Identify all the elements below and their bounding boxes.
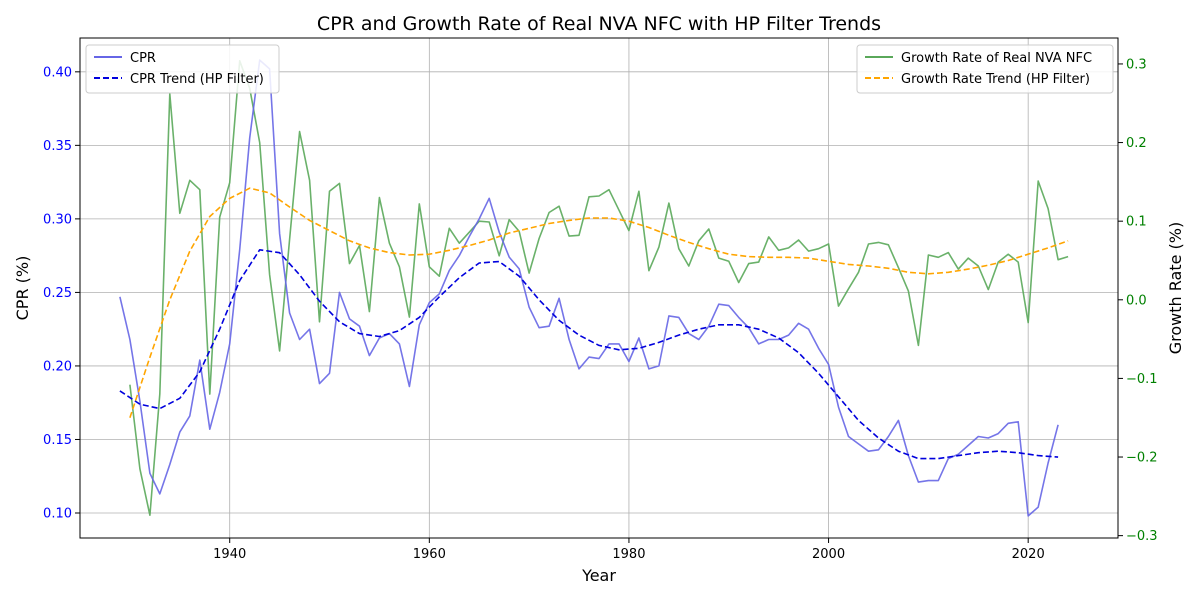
series-line-cpr-trend (119, 249, 1059, 460)
y-axis-right: −0.3 −0.2 −0.1 0.0 0.1 0.2 0.3 (1118, 57, 1158, 544)
grid (80, 38, 1118, 538)
y-right-tick-label: 0.0 (1126, 293, 1147, 308)
legend-right: Growth Rate of Real NVA NFC Growth Rate … (856, 44, 1114, 94)
legend-left-box (85, 44, 280, 94)
x-tick-label: 1960 (413, 547, 446, 562)
x-tick-label: 1980 (612, 547, 645, 562)
legend-left: CPR CPR Trend (HP Filter) (85, 44, 280, 94)
y-left-tick-label: 0.20 (43, 359, 72, 374)
legend-label-cpr: CPR (130, 51, 156, 66)
y-right-tick-label: 0.3 (1126, 57, 1147, 72)
y-left-tick-label: 0.40 (43, 65, 72, 80)
y-left-tick-label: 0.10 (43, 507, 72, 522)
y-left-tick-label: 0.30 (43, 212, 72, 227)
series-line-growth-trend (129, 187, 1069, 418)
y-left-tick-label: 0.25 (43, 286, 72, 301)
legend-label-cpr-trend: CPR Trend (HP Filter) (130, 72, 264, 87)
y-left-tick-label: 0.35 (43, 139, 72, 154)
y-axis-left: 0.10 0.15 0.20 0.25 0.30 0.35 0.40 (43, 65, 80, 522)
y-left-tick-label: 0.15 (43, 433, 72, 448)
x-tick-label: 1940 (213, 547, 246, 562)
y-right-tick-label: −0.3 (1126, 529, 1158, 544)
plot-area (119, 59, 1069, 517)
x-axis-title: Year (581, 566, 616, 585)
legend-right-box (856, 44, 1114, 94)
legend-label-growth-trend: Growth Rate Trend (HP Filter) (901, 72, 1090, 87)
y-right-tick-label: −0.2 (1126, 451, 1158, 466)
y-axis-left-title: CPR (%) (13, 256, 32, 321)
y-right-tick-label: 0.1 (1126, 215, 1147, 230)
y-right-tick-label: 0.2 (1126, 136, 1147, 151)
legend-label-growth: Growth Rate of Real NVA NFC (901, 51, 1092, 66)
series-line-growth (129, 59, 1069, 517)
plot-frame (79, 37, 1119, 539)
chart-title: CPR and Growth Rate of Real NVA NFC with… (317, 13, 881, 35)
series-line-cpr (119, 59, 1059, 517)
y-right-tick-label: −0.1 (1126, 372, 1158, 387)
x-tick-label: 2020 (1012, 547, 1045, 562)
x-axis: 1940 1960 1980 2000 2020 (213, 538, 1045, 562)
x-tick-label: 2000 (812, 547, 845, 562)
y-axis-right-title: Growth Rate (%) (1166, 222, 1185, 354)
